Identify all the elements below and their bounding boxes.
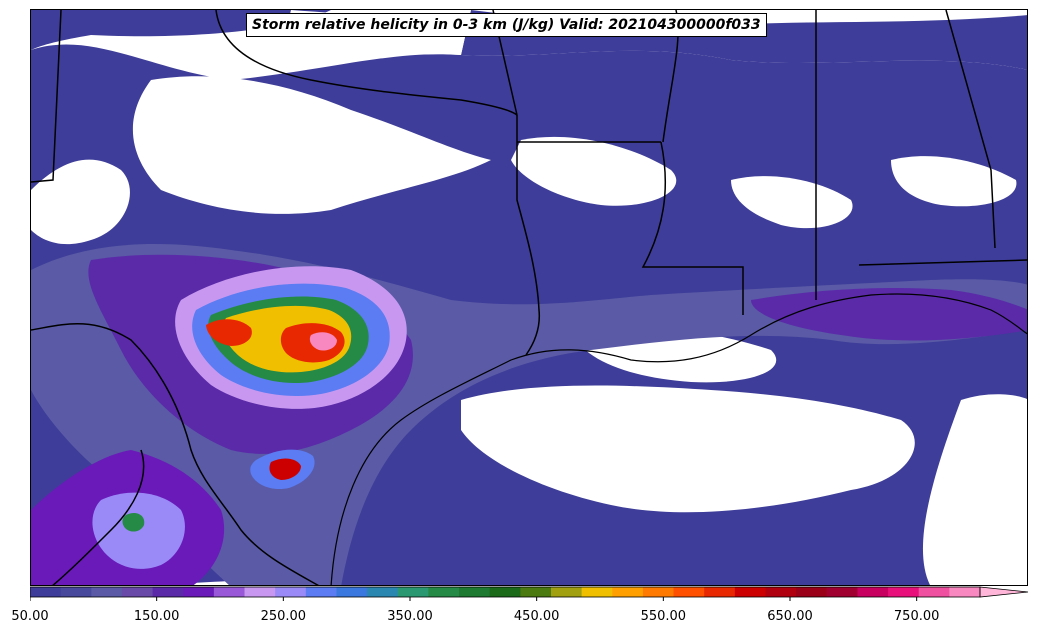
below-threshold-region [922, 394, 1027, 585]
border-florida [858, 259, 1027, 266]
coastline-layer [330, 293, 1027, 585]
colorbar-tick-label: 750.00 [893, 609, 940, 624]
border-louisiana-mississippi [641, 141, 744, 315]
helicity-fill-layer [31, 10, 1027, 585]
colorbar-tick-label: 150.00 [133, 609, 180, 624]
colorbar-segment [397, 587, 429, 597]
below-threshold-region [731, 176, 853, 229]
below-threshold-region [132, 76, 491, 214]
border-mexico-state [52, 449, 145, 585]
border-texas-oklahoma [31, 10, 62, 183]
border-alabama-georgia [945, 10, 996, 249]
colorbar-segment [30, 587, 62, 597]
colorbar-segment [612, 587, 644, 597]
below-threshold-region [461, 385, 915, 513]
colorbar-segment [888, 587, 920, 597]
colorbar-segment [183, 587, 215, 597]
colorbar-segment [459, 587, 491, 597]
colorbar-tick-label: 250.00 [260, 609, 307, 624]
colorbar-segment [796, 587, 828, 597]
colorbar-segment [60, 587, 92, 597]
colorbar-segment [336, 587, 368, 597]
below-threshold-region [31, 159, 130, 245]
map-title: Storm relative helicity in 0-3 km (J/kg)… [246, 13, 767, 37]
srh-contour-600 [269, 458, 301, 480]
colorbar-segment [489, 587, 521, 597]
colorbar-segment [949, 587, 981, 597]
srh-contour-775 [309, 332, 337, 351]
colorbar-segment [765, 587, 797, 597]
colorbar-segment [857, 587, 889, 597]
colorbar-segment [152, 587, 184, 597]
colorbar-tick-label: 650.00 [767, 609, 813, 624]
srh-contour-150 [751, 288, 1027, 341]
colorbar-segment [305, 587, 337, 597]
colorbar-segment [918, 587, 950, 597]
colorbar-segment [121, 587, 154, 597]
colorbar-segment [734, 587, 766, 597]
colorbar-extend-arrow [979, 586, 1029, 598]
colorbar-segment [91, 587, 123, 597]
colorbar-segment [244, 587, 276, 597]
colorbar-tick-label: 350.00 [387, 609, 433, 624]
srh-contour-400 [122, 513, 145, 532]
colorbar-segment [704, 587, 736, 597]
map-panel [30, 9, 1028, 586]
below-threshold-region [891, 156, 1017, 207]
colorbar-tick-label: 50.00 [11, 609, 49, 624]
border-rio-grande [31, 323, 319, 585]
colorbar-segment [581, 587, 613, 597]
colorbar-segment [367, 587, 399, 597]
below-threshold-region [511, 136, 677, 206]
colorbar [30, 586, 1029, 601]
colorbar-segment [275, 587, 307, 597]
colorbar-segment [213, 587, 246, 597]
coastline-gulf [330, 293, 1027, 585]
srh-contour-650 [206, 319, 252, 346]
border-red-river [215, 10, 518, 116]
colorbar-tick-label: 450.00 [513, 609, 560, 624]
colorbar-segment [642, 587, 675, 597]
helicity-map [31, 10, 1027, 585]
colorbar-segment [673, 587, 705, 597]
colorbar-segment [520, 587, 552, 597]
colorbar-tick-label: 550.00 [640, 609, 687, 624]
colorbar-outline [30, 586, 981, 598]
border-texas-louisiana [516, 115, 541, 356]
colorbar-segment [428, 587, 460, 597]
colorbar-segment [826, 587, 858, 597]
srh-contour-250 [92, 492, 185, 569]
colorbar-segment [550, 587, 583, 597]
